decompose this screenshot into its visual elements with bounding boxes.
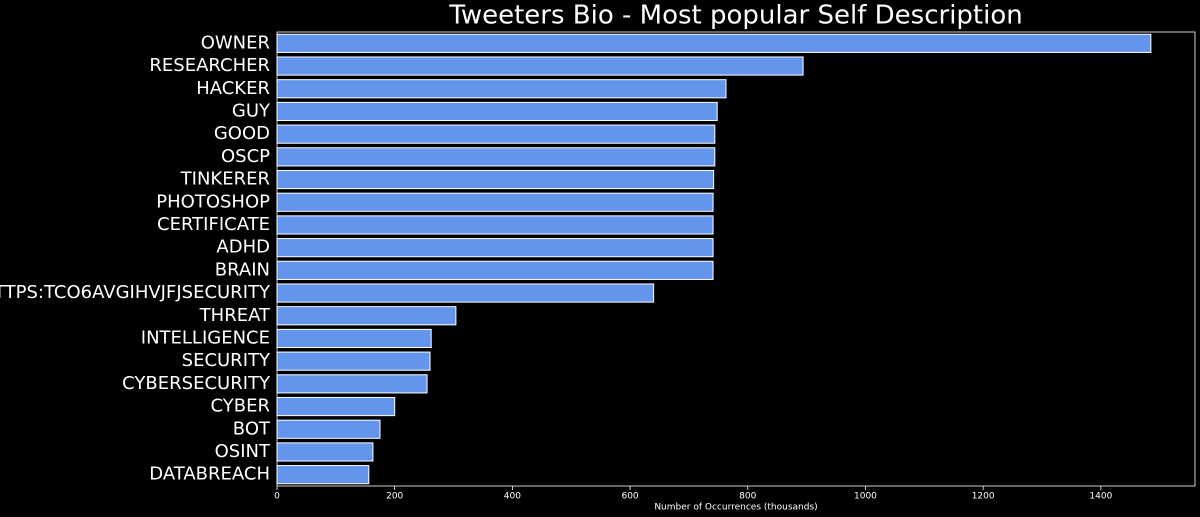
bar [276,328,432,349]
y-tick-label: ADHD [216,237,270,258]
bar [276,101,718,122]
y-tick-label: GUY [232,100,271,121]
bar [276,374,428,394]
y-tick-label: TINKERER [180,169,270,190]
bar [276,192,714,212]
bar [276,124,716,144]
x-tick-label: 1200 [972,492,995,502]
y-tick-label: OSCP [221,146,270,167]
bar [276,33,1152,53]
bar [276,215,714,235]
x-tick-label: 1000 [854,492,877,502]
bar [276,419,381,439]
y-tick-label: HTTPS:TCO6AVGIHVJFJSECURITY [0,282,271,303]
y-tick-label: HACKER [196,78,270,99]
y-tick-label: GOOD [214,123,270,144]
y-tick-label: OSINT [215,441,271,462]
y-tick-label: CERTIFICATE [157,214,270,235]
bar [276,283,655,303]
bar [276,169,715,190]
y-tick-label: PHOTOSHOP [156,191,270,212]
y-tick-label: THREAT [199,305,271,326]
plot-frame [276,31,1196,487]
x-tick-label: 200 [386,492,403,502]
x-tick-label: 0 [274,492,280,502]
bar [276,56,804,76]
y-tick-label: OWNER [201,32,270,53]
y-tick-label: CYBERSECURITY [122,373,271,394]
bar [276,351,431,371]
bar [276,147,716,167]
y-tick-label: SECURITY [182,350,271,371]
x-tick-label: 600 [621,492,638,502]
bar [276,260,714,280]
bar [276,465,370,485]
bar [276,306,457,326]
x-tick-label: 1400 [1089,492,1112,502]
x-tick-label: 800 [739,492,756,502]
bar [276,396,396,417]
x-axis-label: Number of Occurrences (thousands) [654,503,817,513]
bar [276,442,374,462]
y-tick-label: BRAIN [215,259,270,280]
chart-title: Tweeters Bio - Most popular Self Descrip… [448,1,1022,31]
bar [276,238,714,258]
x-tick-label: 400 [504,492,521,502]
y-tick-label: INTELLIGENCE [141,327,270,348]
bar [276,79,727,99]
y-tick-label: RESEARCHER [149,55,270,76]
y-tick-label: BOT [233,418,271,439]
y-tick-label: CYBER [211,396,270,417]
y-tick-label: DATABREACH [149,464,270,485]
